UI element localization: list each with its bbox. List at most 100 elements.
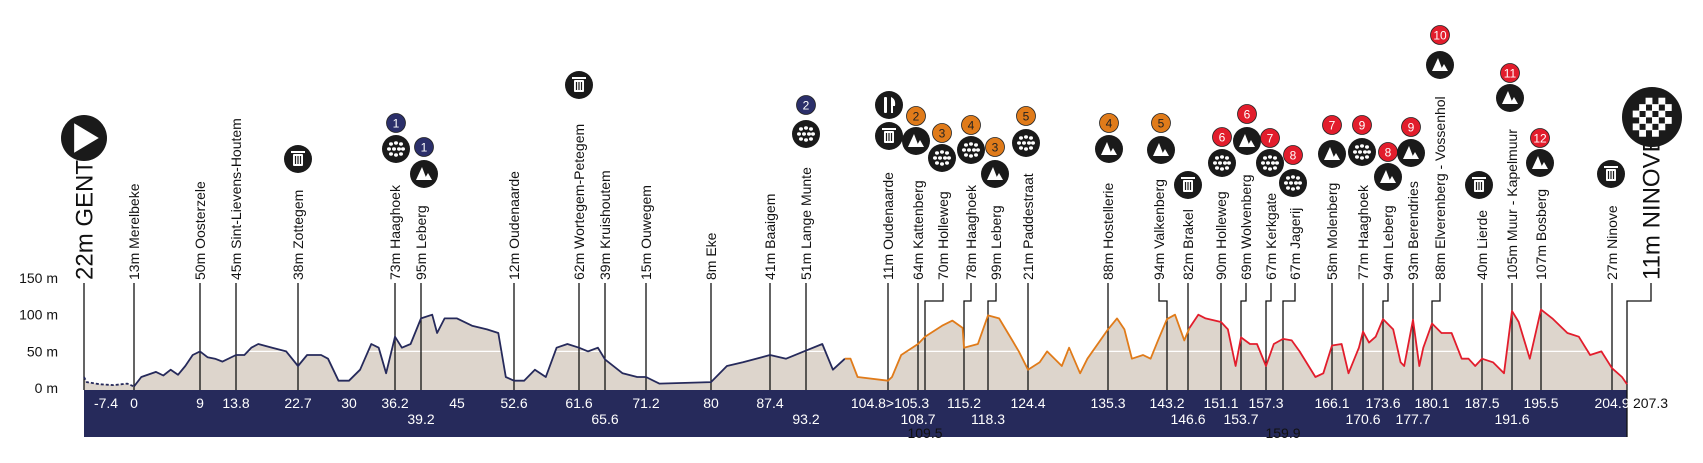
cobble-stone — [1275, 161, 1279, 165]
cobble-stone — [389, 142, 393, 146]
marker-label: 99m Leberg — [988, 205, 1004, 280]
climb-icon — [1526, 149, 1554, 177]
badge-disc — [906, 106, 926, 126]
marker-label: 67m Kerkgate — [1263, 193, 1279, 280]
bin-stripe — [1480, 182, 1483, 190]
bin-lid — [1181, 177, 1195, 179]
marker-label: 40m Lierde — [1474, 210, 1490, 280]
badge-disc — [414, 137, 434, 157]
marker-label: 64m Kattenberg — [910, 180, 926, 280]
cobble-stone — [1263, 156, 1267, 160]
cobble-stone — [1367, 150, 1371, 154]
cobble-stone — [1227, 161, 1231, 165]
ranking-badge: 8 — [1378, 142, 1398, 162]
badge-number: 5 — [1158, 117, 1165, 131]
cobble-stone — [945, 161, 949, 165]
mountain-peak — [1532, 156, 1543, 169]
cobble-stone — [1298, 181, 1302, 185]
ranking-badge: 7 — [1260, 128, 1280, 148]
bin-lid — [291, 151, 305, 153]
elevation-area-fill — [84, 309, 1627, 390]
km-tick-label: 143.2 — [1149, 395, 1184, 411]
ranking-badge: 2 — [796, 95, 816, 115]
marker-label: 78m Haaghoek — [963, 184, 979, 280]
start-play-icon — [61, 115, 107, 161]
mountain-peak — [1540, 162, 1548, 169]
cobble-stone — [1365, 155, 1369, 159]
badge-disc — [985, 137, 1005, 157]
cobble-stone — [1017, 141, 1021, 145]
mountain-peak — [1153, 143, 1164, 156]
profile-line-section3 — [1188, 308, 1628, 385]
marker-label: 77m Haaghoek — [1355, 184, 1371, 280]
marker-label: 15m Ouwegem — [638, 185, 654, 280]
marker-label: 94m Leberg — [1380, 205, 1396, 280]
cobble-stone — [935, 161, 939, 165]
climb-icon — [902, 127, 930, 155]
cobbles-icon — [1348, 138, 1376, 166]
marker-label: 105m Muur - Kapelmuur — [1504, 129, 1520, 280]
km-tick-label: 146.6 — [1170, 411, 1205, 427]
fork — [884, 97, 887, 113]
badge-disc — [1530, 128, 1550, 148]
cobble-stone — [399, 142, 403, 146]
cobble-stone — [938, 156, 942, 160]
marker-label: 67m Jagerij — [1287, 208, 1303, 280]
cobble-stone — [1284, 181, 1288, 185]
km-tick-label: 87.4 — [756, 395, 783, 411]
bin-stripe — [1607, 171, 1610, 179]
ranking-badge: 9 — [1401, 117, 1421, 137]
marker-label: 73m Haaghoek — [387, 184, 403, 280]
cobble-stone — [940, 150, 944, 154]
badge-number: 11 — [1504, 67, 1517, 81]
cobble-stone — [1273, 166, 1277, 170]
mountain-peak — [995, 173, 1003, 180]
cobble-stone — [947, 156, 951, 160]
km-tick-label: 118.3 — [971, 411, 1005, 427]
km-tick-label: 108.7 — [900, 411, 935, 427]
ranking-badge: 6 — [1237, 104, 1257, 124]
ranking-badge: 6 — [1212, 127, 1232, 147]
checker-square — [1664, 117, 1672, 124]
badge-disc — [1212, 127, 1232, 147]
cobble-stone — [1360, 156, 1364, 160]
marker-label: 93m Berendries — [1405, 181, 1421, 280]
km-tick-label: 13.8 — [222, 395, 249, 411]
cobble-stone — [1358, 150, 1362, 154]
km-tick-label: 124.4 — [1010, 395, 1045, 411]
badge-number: 6 — [1244, 108, 1251, 122]
cobble-stone — [1271, 161, 1275, 165]
y-axis-label: 150 m — [19, 270, 58, 286]
km-tick-label: 30 — [341, 395, 357, 411]
marker-label: 69m Wolvenberg — [1238, 174, 1254, 280]
cobble-stone — [1268, 155, 1272, 159]
marker-label: 41m Baaigem — [762, 194, 778, 280]
checker-square — [1645, 97, 1653, 105]
cobble-stone — [1220, 167, 1224, 171]
cobble-stone — [797, 132, 801, 136]
marker-leader-line — [1382, 283, 1389, 390]
km-tick-label: 187.5 — [1464, 395, 1499, 411]
ranking-badge: 7 — [1322, 115, 1342, 135]
cobble-stone — [401, 147, 405, 151]
badge-number: 7 — [1329, 119, 1336, 133]
cobble-stone — [799, 137, 803, 141]
badge-disc — [1016, 106, 1036, 126]
cobble-stone — [964, 143, 968, 147]
checker-square — [1645, 110, 1653, 118]
cobble-stone — [1225, 166, 1229, 170]
checker-square — [1658, 97, 1666, 105]
cobble-stone — [1215, 166, 1219, 170]
km-tick-label: 80 — [703, 395, 719, 411]
mountain-peak — [1239, 134, 1250, 147]
climb-icon — [1318, 140, 1346, 168]
bin-lid — [572, 77, 586, 79]
badge-number: 3 — [992, 141, 999, 155]
km-bar — [84, 390, 1627, 437]
km-tick-label: 65.6 — [591, 411, 618, 427]
ranking-badge: 5 — [1016, 106, 1036, 126]
mountain-peak — [416, 167, 427, 180]
cobbles-icon — [1012, 129, 1040, 157]
km-tick-label: 180.1 — [1414, 395, 1449, 411]
